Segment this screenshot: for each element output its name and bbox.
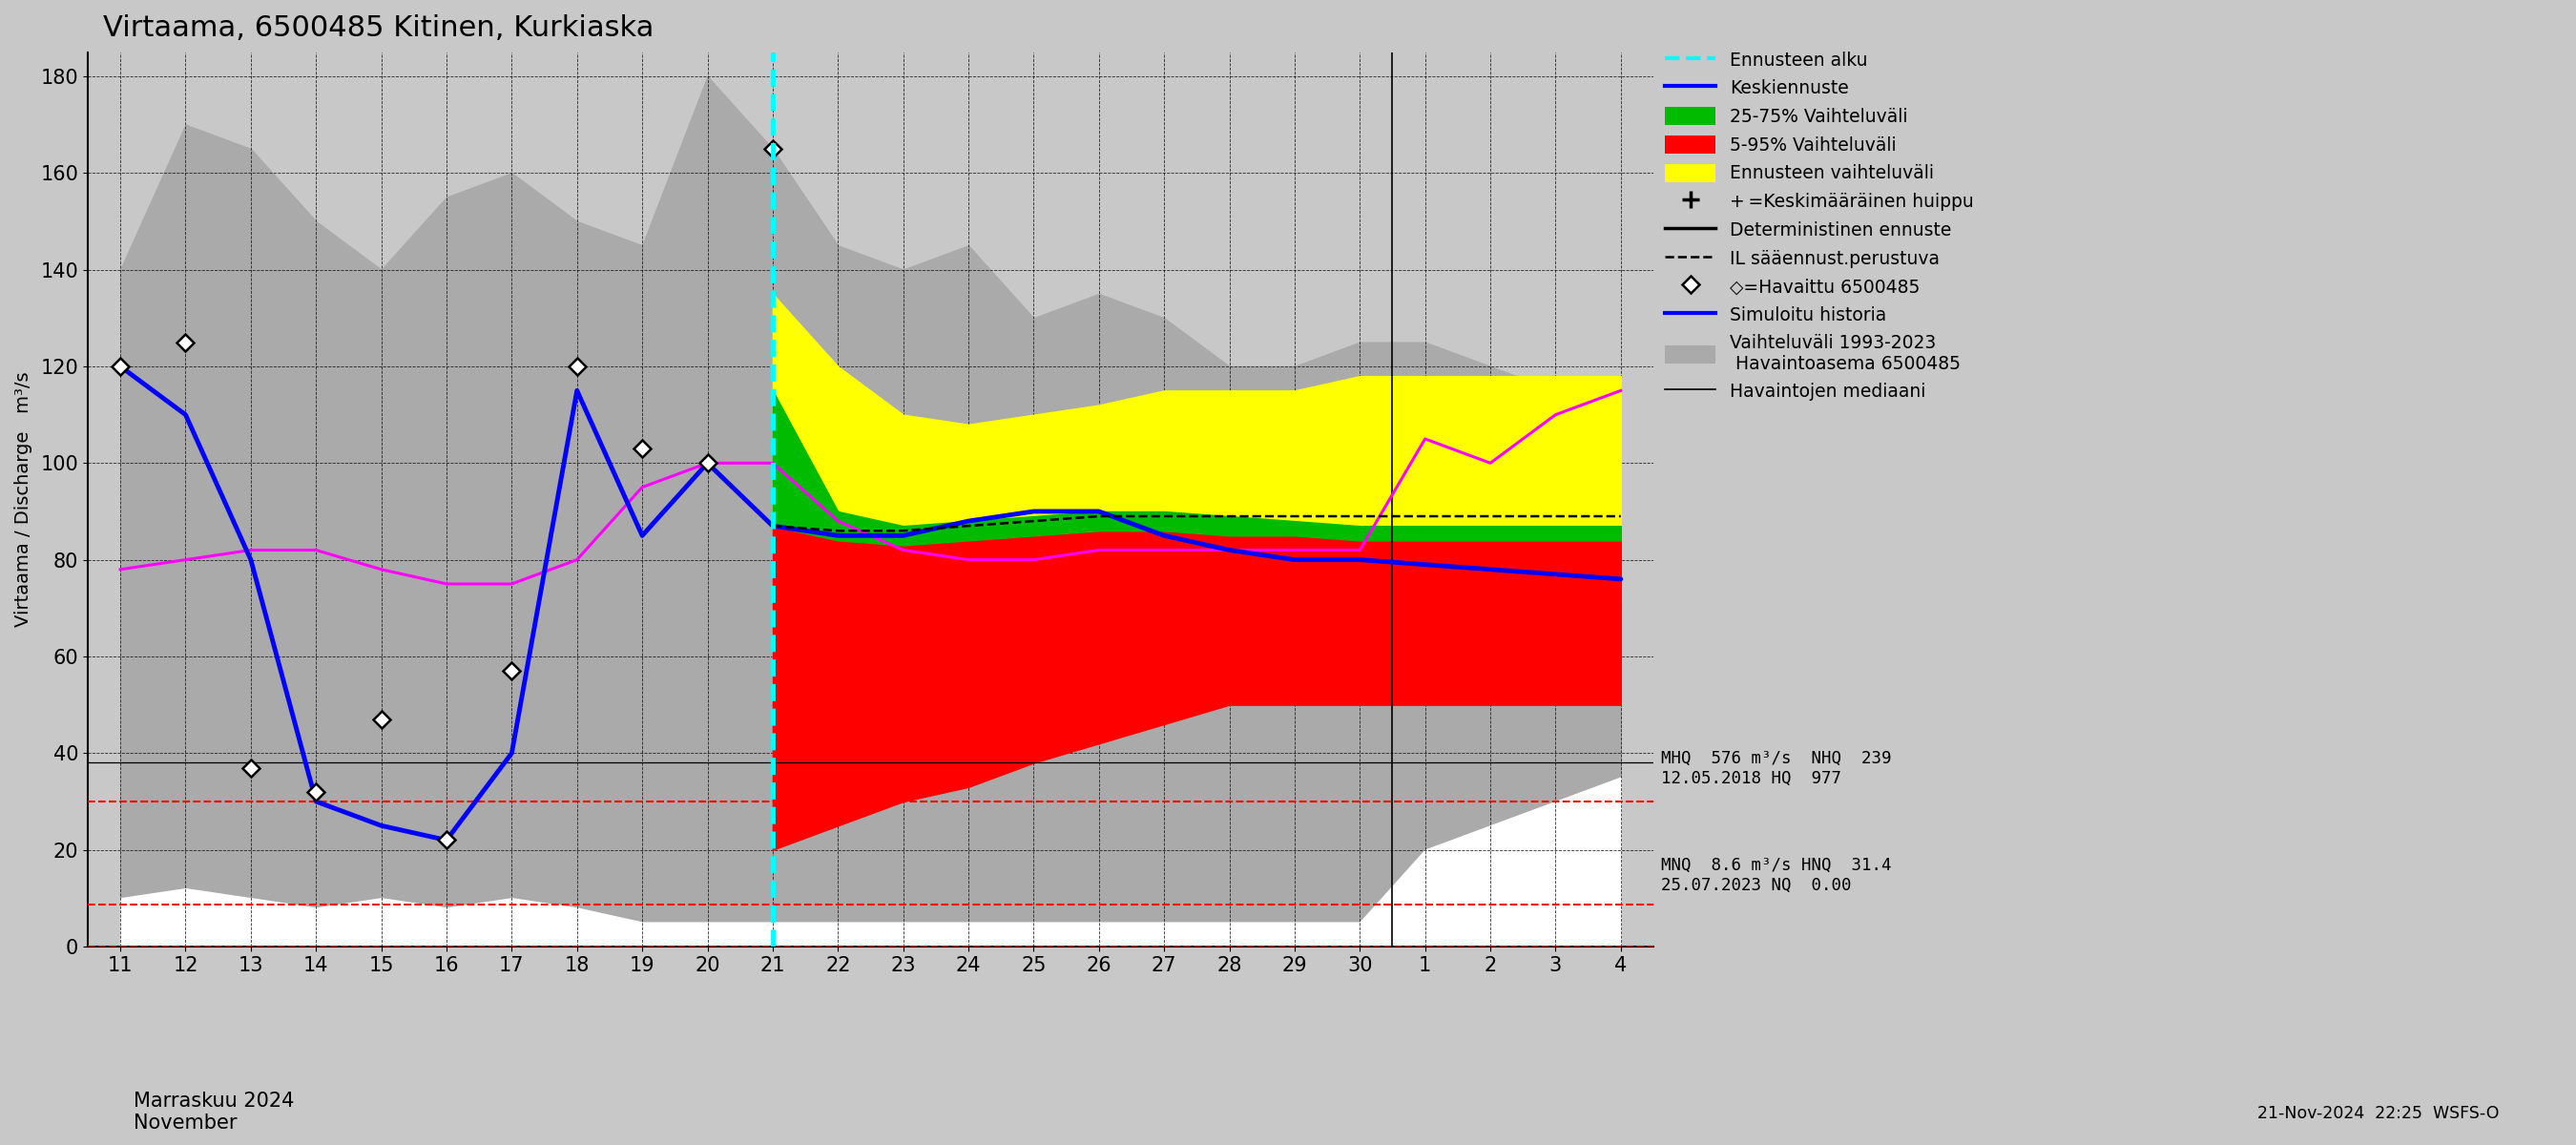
Text: MHQ  576 m³/s  NHQ  239
12.05.2018 HQ  977: MHQ 576 m³/s NHQ 239 12.05.2018 HQ 977 xyxy=(1662,750,1891,787)
Y-axis label: Virtaama / Discharge   m³/s: Virtaama / Discharge m³/s xyxy=(15,372,33,627)
Text: Virtaama, 6500485 Kitinen, Kurkiaska: Virtaama, 6500485 Kitinen, Kurkiaska xyxy=(103,14,654,42)
Text: MNQ  8.6 m³/s HNQ  31.4
25.07.2023 NQ  0.00: MNQ 8.6 m³/s HNQ 31.4 25.07.2023 NQ 0.00 xyxy=(1662,858,1891,894)
Text: 21-Nov-2024  22:25  WSFS-O: 21-Nov-2024 22:25 WSFS-O xyxy=(2257,1105,2499,1122)
Text: Marraskuu 2024
November: Marraskuu 2024 November xyxy=(134,1091,294,1132)
Legend: Ennusteen alku, Keskiennuste, 25-75% Vaihteluväli, 5-95% Vaihteluväli, Ennusteen: Ennusteen alku, Keskiennuste, 25-75% Vai… xyxy=(1659,44,1981,409)
